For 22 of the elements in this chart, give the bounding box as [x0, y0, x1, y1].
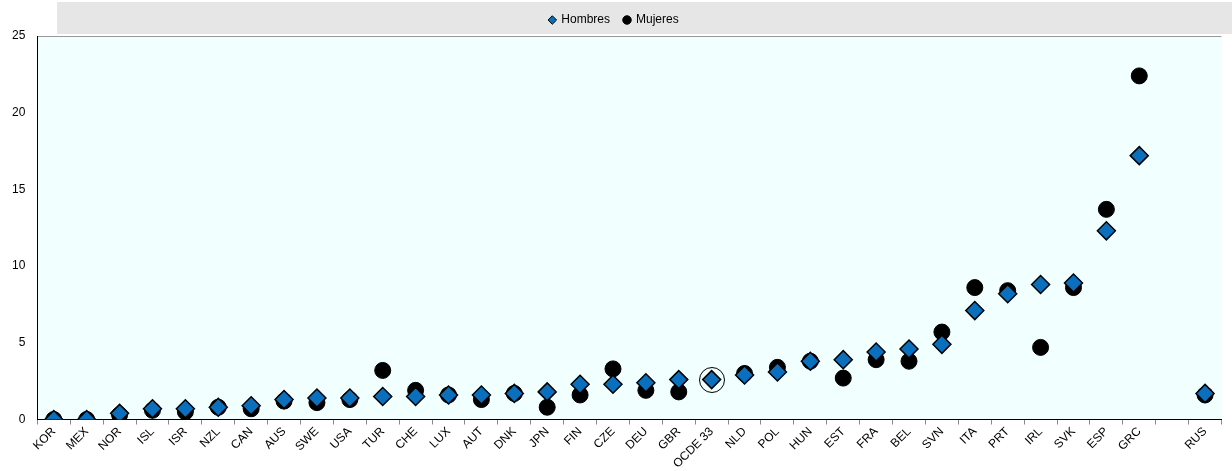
x-tick-label: CZE: [590, 424, 618, 452]
y-tick-label: 10: [11, 258, 26, 273]
legend-label: Hombres: [561, 12, 611, 27]
x-tick-label: BEL: [887, 423, 914, 451]
x-tick-label: NZL: [196, 423, 223, 451]
y-tick-label: 0: [18, 411, 26, 426]
x-tick-label: JPN: [525, 424, 552, 451]
y-tick-label: 5: [18, 335, 26, 350]
x-tick-label: TUR: [359, 423, 388, 452]
legend-label: Mujeres: [636, 12, 679, 27]
x-tick-label: USA: [326, 424, 355, 452]
y-tick-label: 25: [11, 28, 26, 43]
x-tick-label: ISR: [165, 423, 191, 449]
y-tick-label: 15: [11, 181, 26, 196]
x-tick-label: NLD: [722, 423, 750, 452]
x-tick-label: IRL: [1021, 423, 1046, 448]
x-tick-label: FRA: [853, 424, 881, 452]
x-tick-label: FIN: [560, 424, 585, 448]
x-tick-label: ISL: [134, 423, 158, 447]
x-tick-label: POL: [755, 423, 783, 452]
y-tick-label: 20: [11, 105, 26, 120]
x-tick-label: ITA: [956, 424, 980, 447]
